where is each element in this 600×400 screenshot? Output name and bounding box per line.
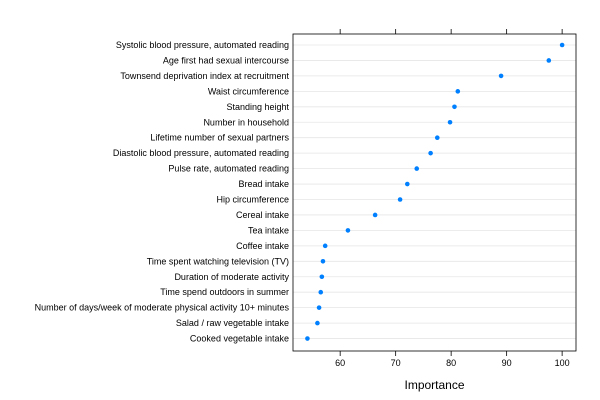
y-tick-label: Number in household xyxy=(203,117,289,127)
y-tick-label: Coffee intake xyxy=(236,241,289,251)
data-point xyxy=(320,259,326,264)
data-point xyxy=(428,150,433,156)
y-tick-label: Diastolic blood pressure, automated read… xyxy=(113,148,289,158)
y-tick-label: Number of days/week of moderate physical… xyxy=(35,303,290,313)
x-tick-label: 60 xyxy=(335,358,345,368)
y-tick-label: Cereal intake xyxy=(236,210,289,220)
y-tick-label: Salad / raw vegetable intake xyxy=(176,318,289,328)
grid-lines xyxy=(293,44,576,339)
data-point xyxy=(305,336,310,341)
data-point xyxy=(319,274,325,280)
data-point xyxy=(498,73,504,79)
x-axis-ticks: 60 70 80 90 100 xyxy=(335,29,570,368)
y-tick-label: Standing height xyxy=(226,102,289,112)
data-point xyxy=(559,42,565,48)
y-tick-label: Pulse rate, automated reading xyxy=(168,164,289,174)
y-tick-label: Cooked vegetable intake xyxy=(190,334,289,344)
data-point xyxy=(316,305,322,310)
data-point xyxy=(447,119,453,125)
data-point xyxy=(414,166,420,171)
y-tick-label: Lifetime number of sexual partners xyxy=(150,133,289,143)
y-tick-label: Hip circumference xyxy=(216,195,289,205)
data-point xyxy=(397,197,403,202)
y-tick-label: Age first had sexual intercourse xyxy=(163,55,289,65)
y-tick-label: Bread intake xyxy=(238,179,289,189)
x-tick-label: 90 xyxy=(502,358,512,368)
data-point xyxy=(345,228,351,233)
x-tick-label: 100 xyxy=(555,358,570,368)
y-tick-label: Time spend outdoors in summer xyxy=(160,287,289,297)
y-tick-label: Time spent watching television (TV) xyxy=(147,256,289,266)
data-point xyxy=(315,320,320,326)
y-tick-label: Townsend deprivation index at recruitmen… xyxy=(120,71,289,81)
y-axis-labels: Systolic blood pressure, automated readi… xyxy=(35,40,290,344)
y-tick-label: Tea intake xyxy=(248,225,289,235)
x-tick-label: 70 xyxy=(391,358,401,368)
data-point xyxy=(405,181,410,187)
data-points xyxy=(305,42,565,341)
x-axis-label: Importance xyxy=(404,378,464,392)
data-point xyxy=(322,243,328,249)
x-tick-label: 80 xyxy=(446,358,456,368)
y-tick-label: Systolic blood pressure, automated readi… xyxy=(116,40,289,50)
plot-panel xyxy=(292,33,577,352)
data-point xyxy=(455,89,461,94)
data-point xyxy=(318,289,324,295)
y-tick-label: Duration of moderate activity xyxy=(174,272,289,282)
data-point xyxy=(434,135,440,140)
data-point xyxy=(546,58,552,63)
data-point xyxy=(452,104,457,110)
data-point xyxy=(372,212,378,218)
y-tick-label: Waist circumference xyxy=(208,86,289,96)
